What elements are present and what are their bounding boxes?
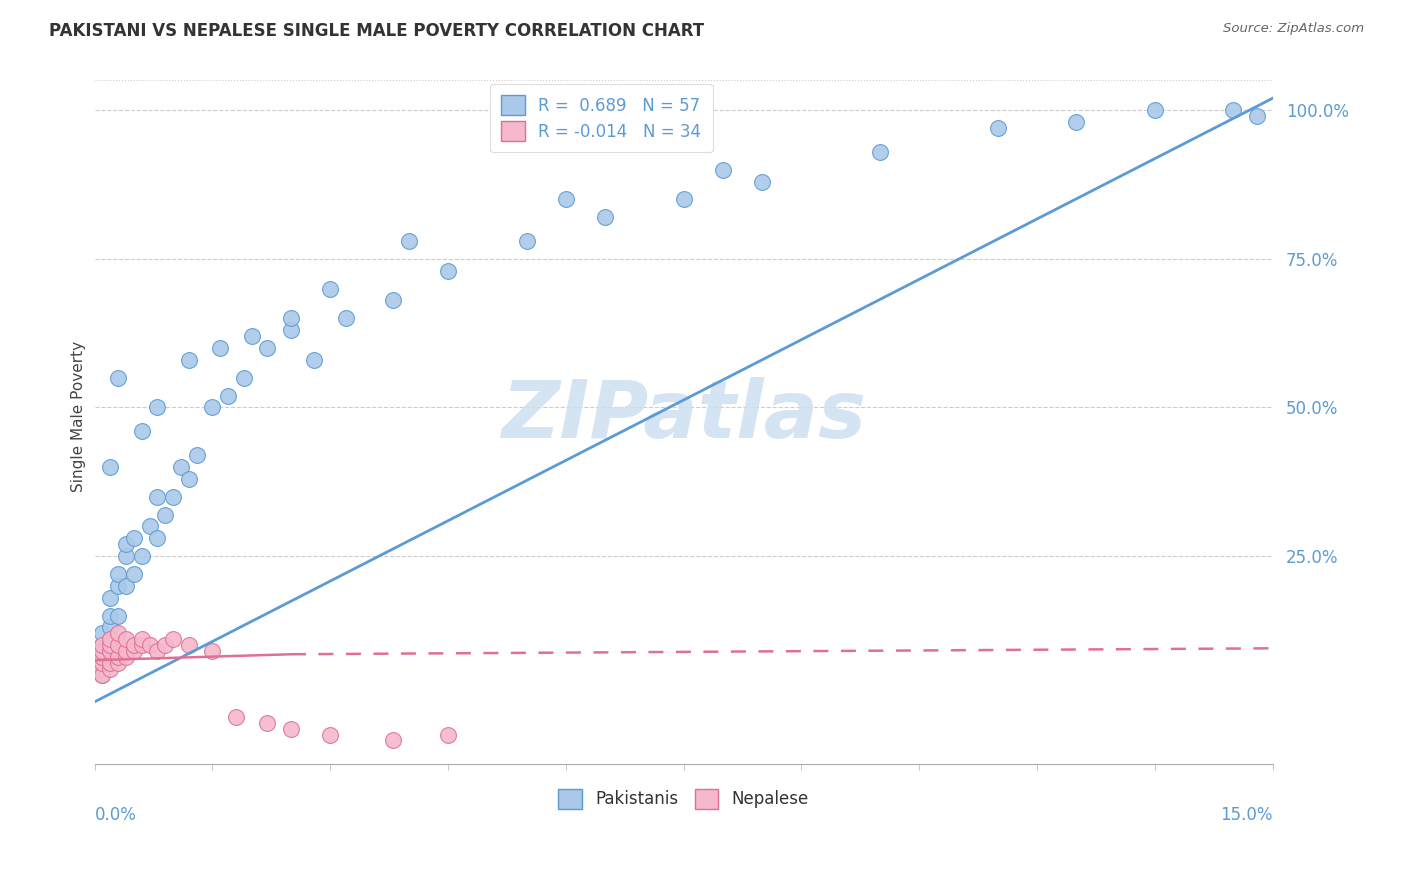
Point xyxy=(177,472,200,486)
Point xyxy=(91,668,114,682)
Point xyxy=(115,632,138,647)
Point xyxy=(319,281,342,295)
Y-axis label: Single Male Poverty: Single Male Poverty xyxy=(72,341,86,492)
Point xyxy=(304,352,326,367)
Point xyxy=(91,644,114,658)
Point xyxy=(115,644,138,658)
Point xyxy=(115,579,138,593)
Point xyxy=(382,293,405,308)
Point xyxy=(146,490,169,504)
Point xyxy=(201,644,224,658)
Text: 15.0%: 15.0% xyxy=(1220,806,1272,824)
Point xyxy=(335,311,357,326)
Point xyxy=(107,656,129,670)
Point xyxy=(177,638,200,652)
Point xyxy=(1064,115,1087,129)
Point xyxy=(869,145,891,159)
Point xyxy=(91,650,114,665)
Point xyxy=(162,632,184,647)
Point xyxy=(122,531,145,545)
Point xyxy=(98,656,121,670)
Point xyxy=(987,120,1010,135)
Point xyxy=(209,341,232,355)
Point xyxy=(131,549,153,563)
Point xyxy=(593,210,616,224)
Text: ZIPatlas: ZIPatlas xyxy=(501,377,866,456)
Point xyxy=(751,174,773,188)
Point xyxy=(711,162,734,177)
Point xyxy=(98,638,121,652)
Point xyxy=(240,329,263,343)
Point xyxy=(98,608,121,623)
Point xyxy=(122,566,145,581)
Point xyxy=(91,638,114,652)
Point xyxy=(146,531,169,545)
Point xyxy=(177,352,200,367)
Point xyxy=(98,459,121,474)
Legend: Pakistanis, Nepalese: Pakistanis, Nepalese xyxy=(548,780,818,819)
Point xyxy=(131,632,153,647)
Point xyxy=(186,448,208,462)
Point xyxy=(107,566,129,581)
Point xyxy=(280,722,302,736)
Point xyxy=(1222,103,1244,117)
Point xyxy=(98,638,121,652)
Point xyxy=(107,579,129,593)
Point xyxy=(98,620,121,634)
Point xyxy=(225,709,247,723)
Point xyxy=(672,192,695,206)
Point xyxy=(91,650,114,665)
Point xyxy=(155,638,177,652)
Point xyxy=(1246,109,1268,123)
Point xyxy=(115,537,138,551)
Point xyxy=(256,715,278,730)
Point xyxy=(554,192,576,206)
Point xyxy=(319,727,342,741)
Point xyxy=(107,650,129,665)
Point xyxy=(280,311,302,326)
Point xyxy=(398,234,420,248)
Point xyxy=(107,638,129,652)
Text: Source: ZipAtlas.com: Source: ZipAtlas.com xyxy=(1223,22,1364,36)
Point xyxy=(217,388,239,402)
Point xyxy=(232,370,254,384)
Point xyxy=(98,644,121,658)
Point xyxy=(437,263,460,277)
Point xyxy=(170,459,193,474)
Point xyxy=(91,656,114,670)
Point xyxy=(107,370,129,384)
Point xyxy=(382,733,405,747)
Point xyxy=(115,650,138,665)
Point xyxy=(107,626,129,640)
Point xyxy=(107,608,129,623)
Point xyxy=(91,638,114,652)
Text: PAKISTANI VS NEPALESE SINGLE MALE POVERTY CORRELATION CHART: PAKISTANI VS NEPALESE SINGLE MALE POVERT… xyxy=(49,22,704,40)
Point xyxy=(131,424,153,438)
Point xyxy=(98,632,121,647)
Point xyxy=(131,638,153,652)
Point xyxy=(515,234,537,248)
Point xyxy=(122,638,145,652)
Point xyxy=(280,323,302,337)
Point xyxy=(91,656,114,670)
Point xyxy=(87,662,110,676)
Point xyxy=(138,638,160,652)
Point xyxy=(122,644,145,658)
Text: 0.0%: 0.0% xyxy=(94,806,136,824)
Point xyxy=(1143,103,1166,117)
Point xyxy=(98,662,121,676)
Point xyxy=(201,401,224,415)
Point xyxy=(98,591,121,605)
Point xyxy=(146,644,169,658)
Point xyxy=(437,727,460,741)
Point xyxy=(155,508,177,522)
Point xyxy=(91,626,114,640)
Point xyxy=(256,341,278,355)
Point xyxy=(115,549,138,563)
Point xyxy=(91,668,114,682)
Point xyxy=(162,490,184,504)
Point xyxy=(146,401,169,415)
Point xyxy=(138,519,160,533)
